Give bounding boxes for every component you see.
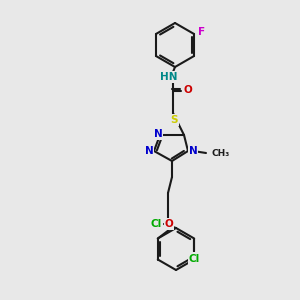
Text: O: O <box>165 219 173 229</box>
Text: N: N <box>145 146 153 156</box>
Text: F: F <box>199 27 206 37</box>
Text: Cl: Cl <box>189 254 200 263</box>
Text: N: N <box>154 129 162 139</box>
Text: HN: HN <box>160 72 178 82</box>
Text: CH₃: CH₃ <box>211 148 229 158</box>
Text: S: S <box>170 115 178 125</box>
Text: Cl: Cl <box>150 219 162 229</box>
Text: N: N <box>189 146 197 156</box>
Text: O: O <box>184 85 192 95</box>
